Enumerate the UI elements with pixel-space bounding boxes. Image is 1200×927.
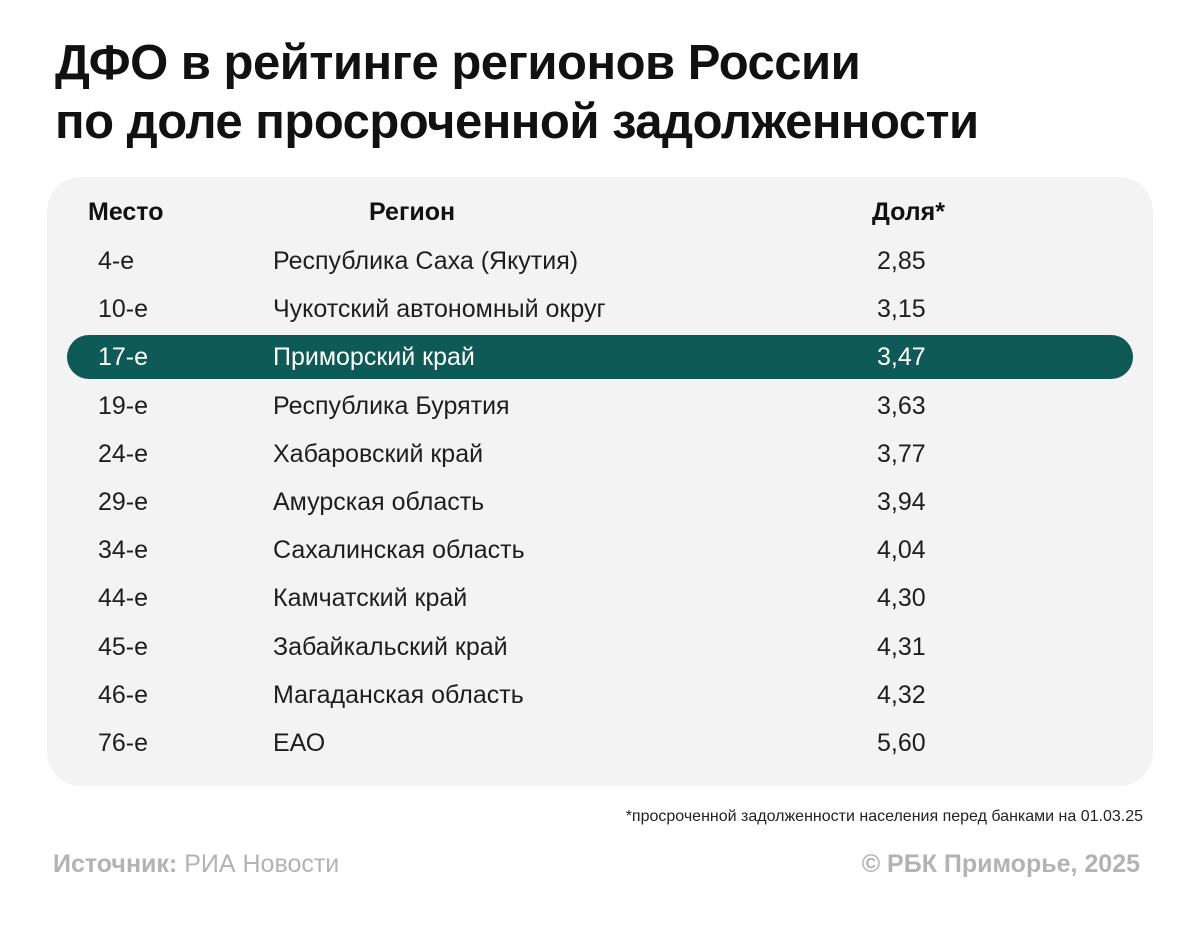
table-row: 4-е Республика Саха (Якутия) 2,85 xyxy=(67,239,1133,283)
row-region: Забайкальский край xyxy=(273,632,508,661)
row-place: 45-е xyxy=(98,632,149,661)
table-row: 10-е Чукотский автономный округ 3,15 xyxy=(67,287,1133,331)
table-row: 46-е Магаданская область 4,32 xyxy=(67,673,1133,717)
row-share: 2,85 xyxy=(877,247,926,275)
column-header-place: Место xyxy=(88,198,164,226)
title-line-1: ДФО в рейтинге регионов России xyxy=(55,36,861,90)
row-region: Хабаровский край xyxy=(273,439,484,468)
table-row: 76-е ЕАО 5,60 xyxy=(67,721,1133,765)
row-share: 5,60 xyxy=(877,729,926,757)
source: Источник: РИА Новости xyxy=(53,850,339,879)
row-place: 19-е xyxy=(98,391,149,420)
row-share: 3,94 xyxy=(877,488,926,516)
row-region: Магаданская область xyxy=(273,680,524,709)
row-place: 44-е xyxy=(98,584,149,613)
row-share: 4,31 xyxy=(877,632,926,661)
table-panel xyxy=(47,177,1153,786)
table-row: 24-е Хабаровский край 3,77 xyxy=(67,432,1133,476)
title-line-2: по доле просроченной задолженности xyxy=(55,95,979,149)
row-place: 10-е xyxy=(98,295,149,324)
column-header-share: Доля* xyxy=(872,198,945,226)
row-place: 4-е xyxy=(98,247,135,275)
row-share: 4,30 xyxy=(877,584,926,613)
table-row: 44-е Камчатский край 4,30 xyxy=(67,576,1133,620)
row-share: 4,04 xyxy=(877,536,926,565)
table-row: 29-е Амурская область 3,94 xyxy=(67,480,1133,524)
row-region: Чукотский автономный округ xyxy=(273,295,606,324)
row-share: 3,77 xyxy=(877,439,926,468)
row-share: 3,15 xyxy=(877,295,926,324)
row-place: 24-е xyxy=(98,439,149,468)
row-region: Республика Бурятия xyxy=(273,391,510,420)
copyright-credit: © РБК Приморье, 2025 xyxy=(861,850,1140,878)
row-region: Приморский край xyxy=(273,343,475,372)
column-header-region: Регион xyxy=(369,198,456,226)
row-place: 17-е xyxy=(98,343,149,372)
row-region: Амурская область xyxy=(273,488,485,516)
row-place: 34-е xyxy=(98,536,149,565)
row-share: 3,63 xyxy=(877,391,926,420)
row-place: 29-е xyxy=(98,488,149,516)
table-row: 45-е Забайкальский край 4,31 xyxy=(67,625,1133,669)
row-place: 76-е xyxy=(98,729,149,757)
row-region: Республика Саха (Якутия) xyxy=(273,247,579,275)
row-region: Камчатский край xyxy=(273,584,468,613)
row-region: Сахалинская область xyxy=(273,536,525,565)
table-row: 34-е Сахалинская область 4,04 xyxy=(67,528,1133,572)
row-share: 4,32 xyxy=(877,680,926,709)
row-share: 3,47 xyxy=(877,343,926,372)
table-row: 19-е Республика Бурятия 3,63 xyxy=(67,384,1133,428)
footnote: *просроченной задолженности населения пе… xyxy=(625,808,1143,825)
page-title: ДФО в рейтинге регионов России по доле п… xyxy=(55,34,1155,152)
source-label: Источник: xyxy=(53,850,178,878)
source-value: РИА Новости xyxy=(184,850,340,878)
row-place: 46-е xyxy=(98,680,149,709)
row-region: ЕАО xyxy=(273,729,326,757)
table-row: 17-е Приморский край 3,47 xyxy=(67,335,1133,380)
